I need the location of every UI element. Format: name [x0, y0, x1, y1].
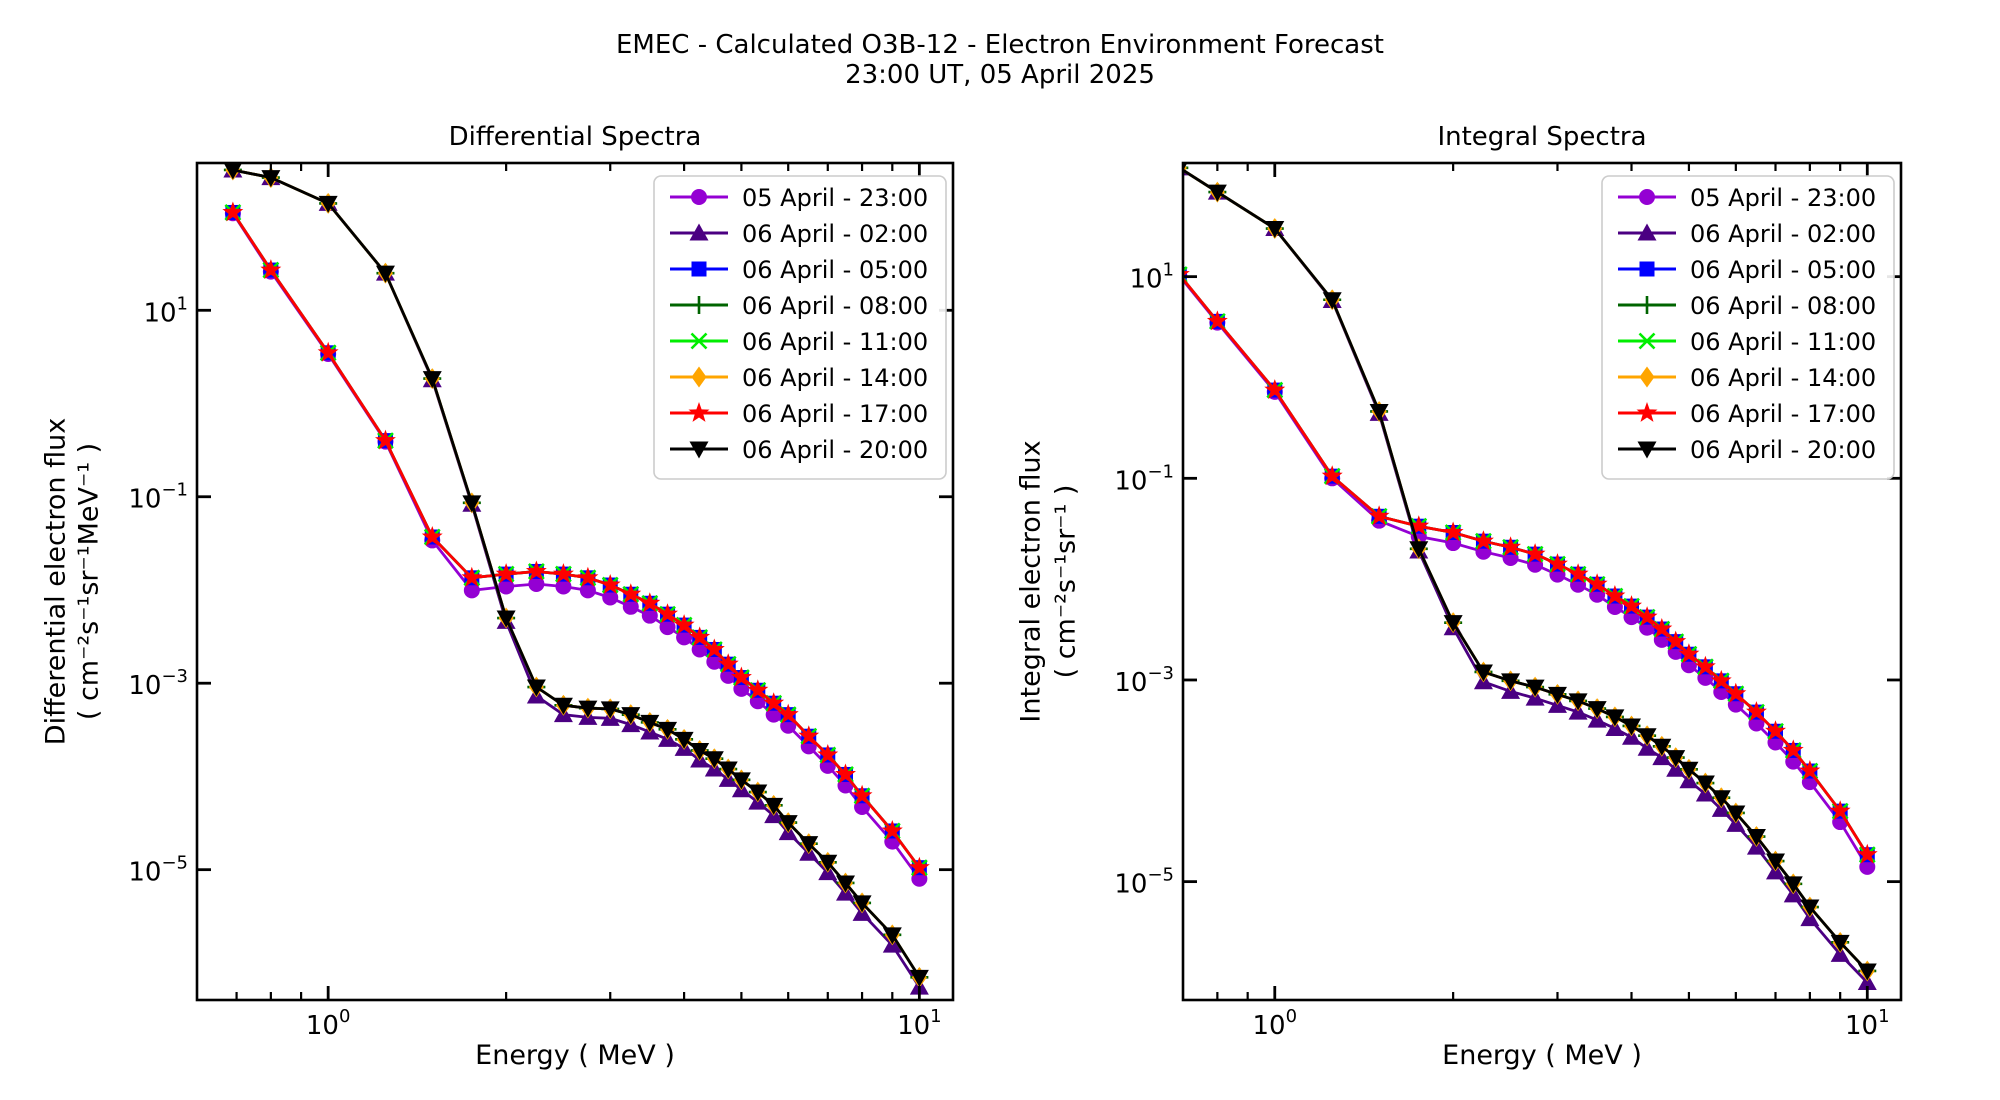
- suptitle-line2: 23:00 UT, 05 April 2025: [845, 60, 1155, 90]
- legend-entry: 06 April - 14:00: [1618, 364, 1876, 392]
- legend-label: 06 April - 08:00: [1690, 292, 1876, 320]
- legend-marker-triangle-up-icon: [689, 223, 709, 241]
- series-line: [1184, 279, 1869, 868]
- y-tick-label: 10−5: [128, 853, 188, 888]
- y-axis-label-left-line2: ( cm⁻²s⁻¹sr⁻¹MeV⁻¹ ): [73, 442, 105, 721]
- x-tick-label: 101: [1845, 1006, 1890, 1041]
- y-tick-label: 101: [143, 293, 188, 328]
- series-line: [231, 212, 921, 880]
- legend-entry: 06 April - 11:00: [1618, 328, 1876, 356]
- legend-label: 06 April - 14:00: [742, 364, 928, 392]
- legend-marker-square-icon: [1639, 261, 1655, 277]
- legend-label: 06 April - 11:00: [742, 328, 928, 356]
- suptitle-line1: EMEC - Calculated O3B-12 - Electron Envi…: [616, 30, 1384, 60]
- legend-label: 06 April - 02:00: [1690, 220, 1876, 248]
- series-06-april-17-00: [1184, 270, 1878, 864]
- legend-label: 06 April - 05:00: [742, 256, 928, 284]
- legend-label: 06 April - 02:00: [742, 220, 928, 248]
- axes-frame: 100 101 101 10−1 10−3 10−5: [1114, 161, 1903, 1041]
- legend-marker-triangle-down-icon: [1637, 441, 1657, 459]
- legend-label: 06 April - 11:00: [1690, 328, 1876, 356]
- series-line: [1184, 169, 1869, 972]
- x-axis-label-right: Energy ( MeV ): [1442, 1040, 1642, 1071]
- legend-marker-square-icon: [691, 261, 707, 277]
- legend-entry: 06 April - 08:00: [670, 292, 928, 320]
- legend-marker-triangle-up-icon: [1637, 223, 1657, 241]
- panel-0: 100 101 101 10−1 10−3 10−5 05 April - 23:00 06 …: [128, 161, 955, 1041]
- y-axis-label-right-line1: Integral electron flux: [1015, 440, 1047, 723]
- legend-entry: 06 April - 11:00: [670, 328, 928, 356]
- legend-entry: 06 April - 05:00: [1618, 256, 1876, 284]
- y-tick-label: 10−3: [1114, 663, 1174, 698]
- series-line: [232, 168, 921, 979]
- series-06-april-20-00: [224, 164, 929, 987]
- legend-marker-plus-icon: [1638, 296, 1656, 314]
- legend-entry: 06 April - 17:00: [670, 400, 928, 428]
- series-layer: [222, 164, 930, 995]
- legend-label: 05 April - 23:00: [742, 184, 928, 212]
- series-line: [231, 211, 921, 869]
- x-tick-label: 100: [306, 1006, 351, 1041]
- legend-marker-diamond-icon: [1639, 366, 1655, 388]
- legend-entry: 06 April - 08:00: [1618, 292, 1876, 320]
- series-06-april-20-00: [1184, 164, 1877, 981]
- y-tick-label: 10−1: [1114, 461, 1174, 496]
- y-tick-label: 101: [1129, 260, 1174, 295]
- legend-marker-circle-icon: [1639, 189, 1655, 205]
- legend-entry: 06 April - 02:00: [670, 220, 928, 248]
- series-06-april-17-00: [222, 201, 930, 877]
- legend-label: 06 April - 05:00: [1690, 256, 1876, 284]
- legend-marker-star-icon: [1636, 402, 1658, 422]
- legend: 05 April - 23:00 06 April - 02:00 06 April…: [653, 175, 947, 480]
- axes-frame: 100 101 101 10−1 10−3 10−5: [128, 161, 955, 1041]
- x-tick-label: 100: [1253, 1006, 1298, 1041]
- legend-entry: 06 April - 20:00: [1618, 436, 1876, 464]
- legend-label: 06 April - 17:00: [1690, 400, 1876, 428]
- legend-entry: 05 April - 23:00: [1618, 184, 1876, 212]
- y-tick-label: 10−3: [128, 666, 188, 701]
- legend-entry: 06 April - 17:00: [1618, 400, 1876, 428]
- legend-label: 06 April - 17:00: [742, 400, 928, 428]
- y-tick-label: 10−1: [128, 480, 188, 515]
- series-line: [1184, 278, 1869, 856]
- legend-entry: 06 April - 14:00: [670, 364, 928, 392]
- legend-marker-x-icon: [690, 332, 708, 350]
- legend-label: 05 April - 23:00: [1690, 184, 1876, 212]
- legend-marker-diamond-icon: [691, 366, 707, 388]
- y-axis-label-right-line2: ( cm⁻²s⁻¹sr⁻¹ ): [1050, 484, 1082, 679]
- legend-marker-circle-icon: [691, 189, 707, 205]
- panel-title-differential: Differential Spectra: [448, 122, 702, 152]
- y-axis-label-left-line1: Differential electron flux: [40, 417, 72, 746]
- legend-label: 06 April - 20:00: [742, 436, 928, 464]
- panel-1: 100 101 101 10−1 10−3 10−5 05 April - 23:00 06 …: [1114, 161, 1903, 1041]
- legend-marker-triangle-down-icon: [689, 441, 709, 459]
- legend-marker-x-icon: [1638, 332, 1656, 350]
- legend-label: 06 April - 20:00: [1690, 436, 1876, 464]
- legend-entry: 05 April - 23:00: [670, 184, 928, 212]
- x-axis-label-left: Energy ( MeV ): [475, 1040, 675, 1071]
- legend-entry: 06 April - 02:00: [1618, 220, 1876, 248]
- y-tick-label: 10−5: [1114, 865, 1174, 900]
- legend-entry: 06 April - 05:00: [670, 256, 928, 284]
- legend-marker-plus-icon: [690, 296, 708, 314]
- legend-label: 06 April - 14:00: [1690, 364, 1876, 392]
- legend: 05 April - 23:00 06 April - 02:00 06 April…: [1601, 175, 1895, 480]
- x-tick-label: 101: [897, 1006, 942, 1041]
- legend-label: 06 April - 08:00: [742, 292, 928, 320]
- legend-marker-star-icon: [688, 402, 710, 422]
- panel-title-integral: Integral Spectra: [1437, 122, 1647, 152]
- legend-entry: 06 April - 20:00: [670, 436, 928, 464]
- series-layer: [1184, 164, 1878, 990]
